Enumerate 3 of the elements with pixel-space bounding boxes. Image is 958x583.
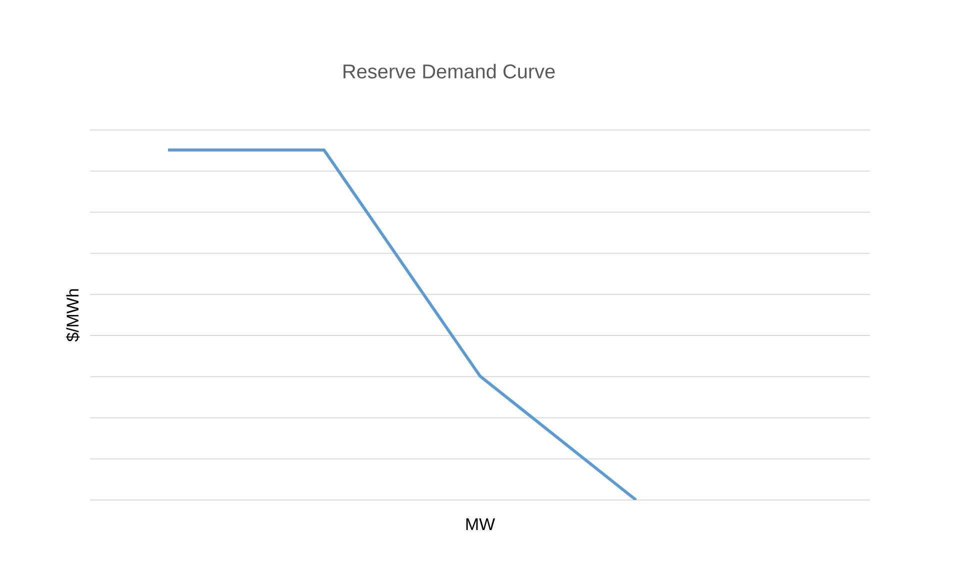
y-axis-title: $/MWh <box>66 289 80 342</box>
chart-title: Reserve Demand Curve <box>344 64 555 78</box>
x-axis-title: MW <box>466 518 495 530</box>
